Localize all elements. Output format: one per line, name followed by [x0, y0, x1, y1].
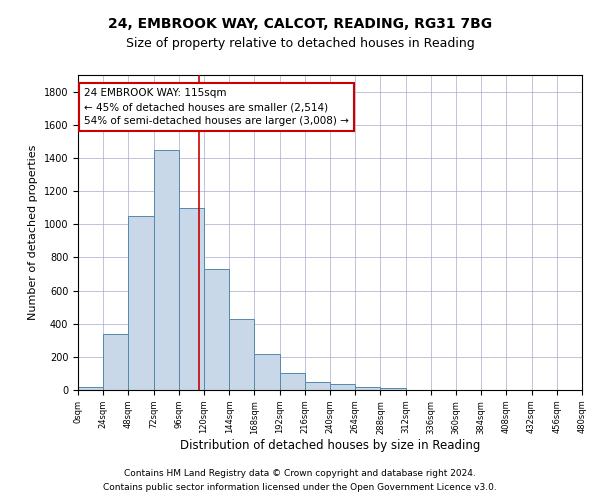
X-axis label: Distribution of detached houses by size in Reading: Distribution of detached houses by size … [180, 440, 480, 452]
Bar [128, 216, 154, 390]
Text: Size of property relative to detached houses in Reading: Size of property relative to detached ho… [125, 38, 475, 51]
Bar [179, 208, 204, 390]
Bar [204, 269, 229, 390]
Text: 24, EMBROOK WAY, CALCOT, READING, RG31 7BG: 24, EMBROOK WAY, CALCOT, READING, RG31 7… [108, 18, 492, 32]
Bar [103, 334, 128, 390]
Bar [78, 386, 103, 390]
Bar [280, 374, 305, 390]
Bar [254, 354, 280, 390]
Bar [305, 382, 330, 390]
Text: Contains public sector information licensed under the Open Government Licence v3: Contains public sector information licen… [103, 484, 497, 492]
Text: 24 EMBROOK WAY: 115sqm
← 45% of detached houses are smaller (2,514)
54% of semi-: 24 EMBROOK WAY: 115sqm ← 45% of detached… [84, 88, 349, 126]
Bar [355, 386, 380, 390]
Y-axis label: Number of detached properties: Number of detached properties [28, 145, 38, 320]
Bar [380, 388, 406, 390]
Bar [154, 150, 179, 390]
Text: Contains HM Land Registry data © Crown copyright and database right 2024.: Contains HM Land Registry data © Crown c… [124, 468, 476, 477]
Bar [330, 384, 355, 390]
Bar [229, 318, 254, 390]
